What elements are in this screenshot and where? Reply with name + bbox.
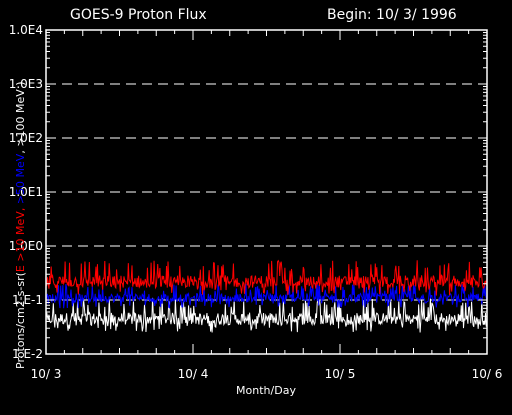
flux-series-line [45, 283, 488, 309]
x-axis: 10/ 3 10/ 4 10/ 5 10/ 6 [31, 30, 503, 381]
chart-begin-date: Begin: 10/ 3/ 1996 [327, 7, 457, 23]
y-tick-label: 1.0E1 [9, 185, 43, 199]
y-axis-label-part: , >100 MeV ) [14, 81, 27, 153]
flux-series-line [45, 259, 488, 296]
y-tick-label: 1.E-1 [12, 293, 43, 307]
flux-series-line [45, 297, 488, 333]
x-tick-label: 10/ 4 [178, 367, 209, 381]
grid-lines [46, 83, 487, 301]
x-tick-label: 10/ 5 [325, 367, 356, 381]
chart-title: GOES-9 Proton Flux [70, 7, 207, 23]
y-tick-label: 1.0E0 [9, 239, 43, 253]
y-tick-label: 1.0E2 [9, 131, 43, 145]
y-axis-label: Protons/cm2-s-sr(E >10 MeV, >50 MeV, >10… [14, 81, 27, 369]
data-series [45, 259, 488, 333]
y-axis-label-part: >50 MeV [14, 153, 27, 204]
y-tick-label: 1.0E3 [9, 77, 43, 91]
y-axis: 1.E-2 1.E-1 1.0E0 1.0E1 1.0E2 1.0E3 1.0E4 [9, 23, 487, 361]
y-tick-label: 1.0E4 [9, 23, 43, 37]
y-axis-label-part: Protons/cm2-s-sr( [14, 272, 27, 369]
x-tick-label: 10/ 6 [472, 367, 503, 381]
y-axis-label-part: E >10 MeV, [14, 204, 27, 272]
x-axis-label: Month/Day [236, 384, 296, 397]
x-tick-label: 10/ 3 [31, 367, 62, 381]
y-tick-label: 1.E-2 [12, 347, 43, 361]
